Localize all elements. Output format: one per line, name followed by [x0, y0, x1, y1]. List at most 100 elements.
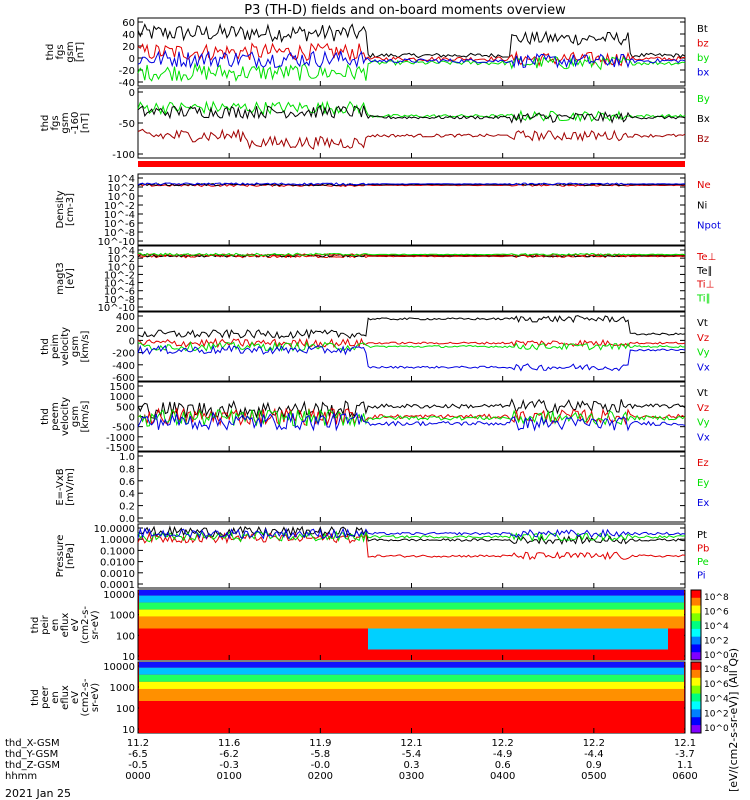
series-line-Pe: [137, 530, 686, 543]
legend-label: Vy: [697, 418, 710, 429]
y-axis-label: sr-eV): [90, 683, 101, 712]
y-axis-label: thd: [40, 115, 51, 132]
colorbar-segment: [691, 701, 701, 710]
series-line-Vy: [137, 408, 686, 428]
spectrogram-band: [139, 667, 684, 675]
colorbar-segment: [691, 677, 701, 687]
time-axis-value: 0600: [672, 771, 697, 782]
y-tick-label: 0.4: [119, 489, 135, 500]
legend-label: Ez: [697, 458, 709, 469]
y-axis-label: thd: [40, 408, 51, 425]
colorbar-tick-label: 10^2: [704, 637, 729, 647]
y-axis-label: gsm: [65, 41, 76, 62]
legend-label: Pe: [697, 557, 709, 568]
y-tick-label: 10000: [103, 662, 135, 673]
colorbar-segment: [691, 709, 701, 718]
series-line-Vx: [137, 411, 686, 432]
colorbar-tick-label: 10^6: [704, 680, 729, 690]
legend-label: Te∥: [696, 266, 713, 277]
colorbar: 10^8 10^6 10^4 10^2 10^0: [690, 589, 729, 661]
series-line-Vt: [137, 315, 686, 340]
panel-5: thd peem velocity gsm [km/s] 150010005000-500…: [40, 381, 710, 454]
legend-label: By: [697, 94, 710, 105]
y-tick-label: 0.6: [119, 477, 135, 488]
y-tick-label: 10.0000: [94, 524, 135, 535]
time-axis-row-label: hhmm: [5, 771, 37, 782]
y-tick-label: 0.0100: [100, 558, 135, 569]
y-tick-label: 0.0010: [100, 569, 135, 580]
y-tick-label: 10^-4: [104, 279, 135, 290]
colorbar-label: [eV/(cm2-s-sr-eV)] (All Qs): [727, 648, 740, 792]
y-axis-label: thd: [45, 44, 56, 61]
y-axis-label: [cm-3]: [65, 193, 76, 226]
y-tick-label: 200: [116, 324, 135, 335]
spectrogram-band: [139, 701, 684, 733]
series-line-Bt: [137, 22, 686, 59]
time-axis-value: 11.2: [127, 738, 149, 749]
y-tick-label: 10^-6: [104, 287, 135, 298]
spectrogram-band: [139, 662, 684, 668]
legend-label: Vy: [697, 348, 710, 359]
panel-3: magt3 [eV]10^410^210^010^-210^-410^-610^-…: [55, 245, 716, 314]
colorbar-segment: [691, 685, 701, 695]
legend-label: Vx: [697, 362, 710, 373]
legend-label: by: [697, 53, 709, 64]
y-tick-label: 10^-6: [104, 219, 135, 230]
y-tick-label: -1500: [106, 443, 135, 454]
time-axis-value: 0500: [581, 771, 606, 782]
colorbar-segment: [691, 644, 701, 653]
y-tick-label: 0: [129, 54, 135, 65]
y-tick-label: 0.2: [119, 502, 135, 513]
y-axis-label: eflux: [60, 685, 71, 710]
y-tick-label: 20: [122, 42, 135, 53]
time-axis-value: -0.5: [128, 760, 148, 771]
y-axis-label: [nT]: [75, 42, 86, 62]
y-tick-label: 0: [129, 88, 135, 99]
legend-label: bz: [697, 39, 709, 50]
time-axis-row-label: thd_Y-GSM: [5, 749, 58, 760]
y-axis-label: gsm: [70, 406, 81, 427]
y-axis-label: peir: [40, 614, 51, 634]
colorbar-segment: [691, 652, 701, 661]
y-axis-label: Pressure: [55, 535, 66, 578]
colorbar-tick-label: 10^4: [704, 622, 729, 632]
y-axis-label: peem: [50, 402, 61, 430]
y-tick-label: 1000: [110, 683, 135, 694]
y-axis-label: [km/s]: [80, 400, 91, 432]
colorbar-segment: [691, 669, 701, 679]
time-axis-value: -0.0: [311, 760, 331, 771]
y-axis-label: fgs: [55, 44, 66, 59]
y-axis-label: [km/s]: [80, 330, 91, 362]
y-tick-label: 0.0001: [100, 580, 135, 591]
y-tick-label: 400: [116, 312, 135, 323]
colorbar-segment: [691, 693, 701, 702]
time-axis-value: 11.6: [218, 738, 240, 749]
colorbar-segment: [691, 717, 701, 726]
colorbar-tick-label: 10^6: [704, 608, 729, 618]
figure-title: P3 (TH-D) fields and on-board moments ov…: [244, 3, 566, 18]
y-tick-label: 40: [122, 30, 135, 41]
y-axis-label: velocity: [60, 327, 71, 366]
legend-label: Bx: [697, 114, 710, 125]
y-axis-label: [mV/m]: [65, 468, 76, 506]
panel-frame: [137, 173, 686, 246]
panel-8: thd peir en eflux eV (cm2-s-sr-eV)10000 1000 10…: [30, 589, 729, 663]
y-tick-label: 10^0: [108, 262, 135, 273]
y-tick-label: 0: [129, 413, 135, 424]
y-tick-label: -200: [112, 349, 135, 360]
y-tick-label: 1500: [110, 382, 135, 393]
time-axis-value: 12.1: [400, 738, 422, 749]
series-line-Ti∥: [137, 252, 686, 257]
y-tick-label: -500: [112, 423, 135, 434]
y-axis-label: E=-VxB: [55, 468, 66, 505]
y-axis-label: sr-eV): [90, 610, 101, 639]
y-axis-label: velocity: [60, 397, 71, 436]
legend-label: Ex: [697, 498, 709, 509]
time-axis-value: 0100: [216, 771, 241, 782]
panel-frame: [137, 87, 686, 159]
panel-2: Density [cm-3] 10^410^210^010^-210^-410^-6…: [55, 173, 721, 248]
legend-label: Vt: [697, 318, 708, 329]
y-tick-label: 10^0: [108, 192, 135, 203]
